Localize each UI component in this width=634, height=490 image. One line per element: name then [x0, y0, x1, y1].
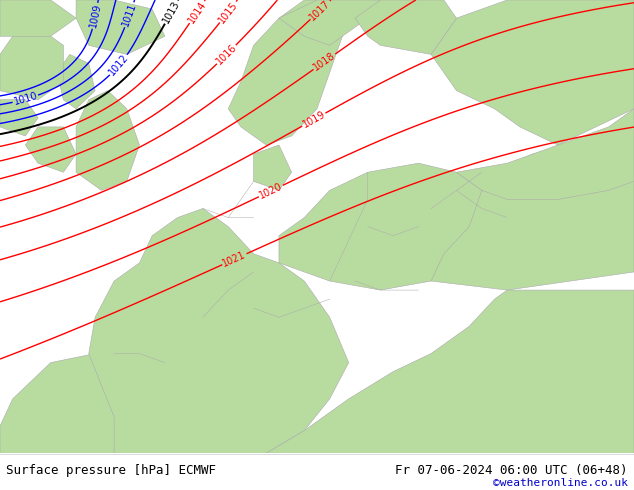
- Polygon shape: [25, 127, 76, 172]
- Text: 1012: 1012: [107, 52, 131, 78]
- Polygon shape: [0, 0, 76, 36]
- Polygon shape: [76, 0, 165, 54]
- Text: 1009: 1009: [88, 3, 103, 29]
- Polygon shape: [57, 54, 95, 109]
- Polygon shape: [0, 27, 63, 99]
- Text: 1017: 1017: [307, 0, 333, 22]
- Polygon shape: [89, 209, 349, 453]
- Text: ©weatheronline.co.uk: ©weatheronline.co.uk: [493, 478, 628, 488]
- Text: 1021: 1021: [221, 249, 248, 269]
- Polygon shape: [0, 99, 38, 136]
- Text: 1013: 1013: [161, 0, 182, 25]
- Text: 1010: 1010: [12, 91, 39, 107]
- Polygon shape: [456, 109, 634, 199]
- Text: 1011: 1011: [120, 1, 138, 28]
- Text: 1014: 1014: [186, 0, 208, 25]
- Polygon shape: [76, 91, 139, 191]
- Polygon shape: [228, 0, 355, 145]
- Polygon shape: [266, 290, 634, 453]
- Text: 1016: 1016: [214, 43, 238, 67]
- Text: 1020: 1020: [257, 181, 284, 201]
- Polygon shape: [0, 354, 139, 453]
- Text: 1019: 1019: [301, 109, 327, 130]
- Text: Fr 07-06-2024 06:00 UTC (06+48): Fr 07-06-2024 06:00 UTC (06+48): [395, 464, 628, 477]
- Polygon shape: [254, 145, 292, 191]
- Text: 1018: 1018: [311, 50, 337, 73]
- Polygon shape: [431, 0, 634, 145]
- Polygon shape: [279, 0, 380, 46]
- Text: 1015: 1015: [217, 0, 240, 25]
- Text: Surface pressure [hPa] ECMWF: Surface pressure [hPa] ECMWF: [6, 464, 216, 477]
- Polygon shape: [431, 145, 634, 290]
- Polygon shape: [355, 0, 456, 54]
- Polygon shape: [279, 163, 495, 290]
